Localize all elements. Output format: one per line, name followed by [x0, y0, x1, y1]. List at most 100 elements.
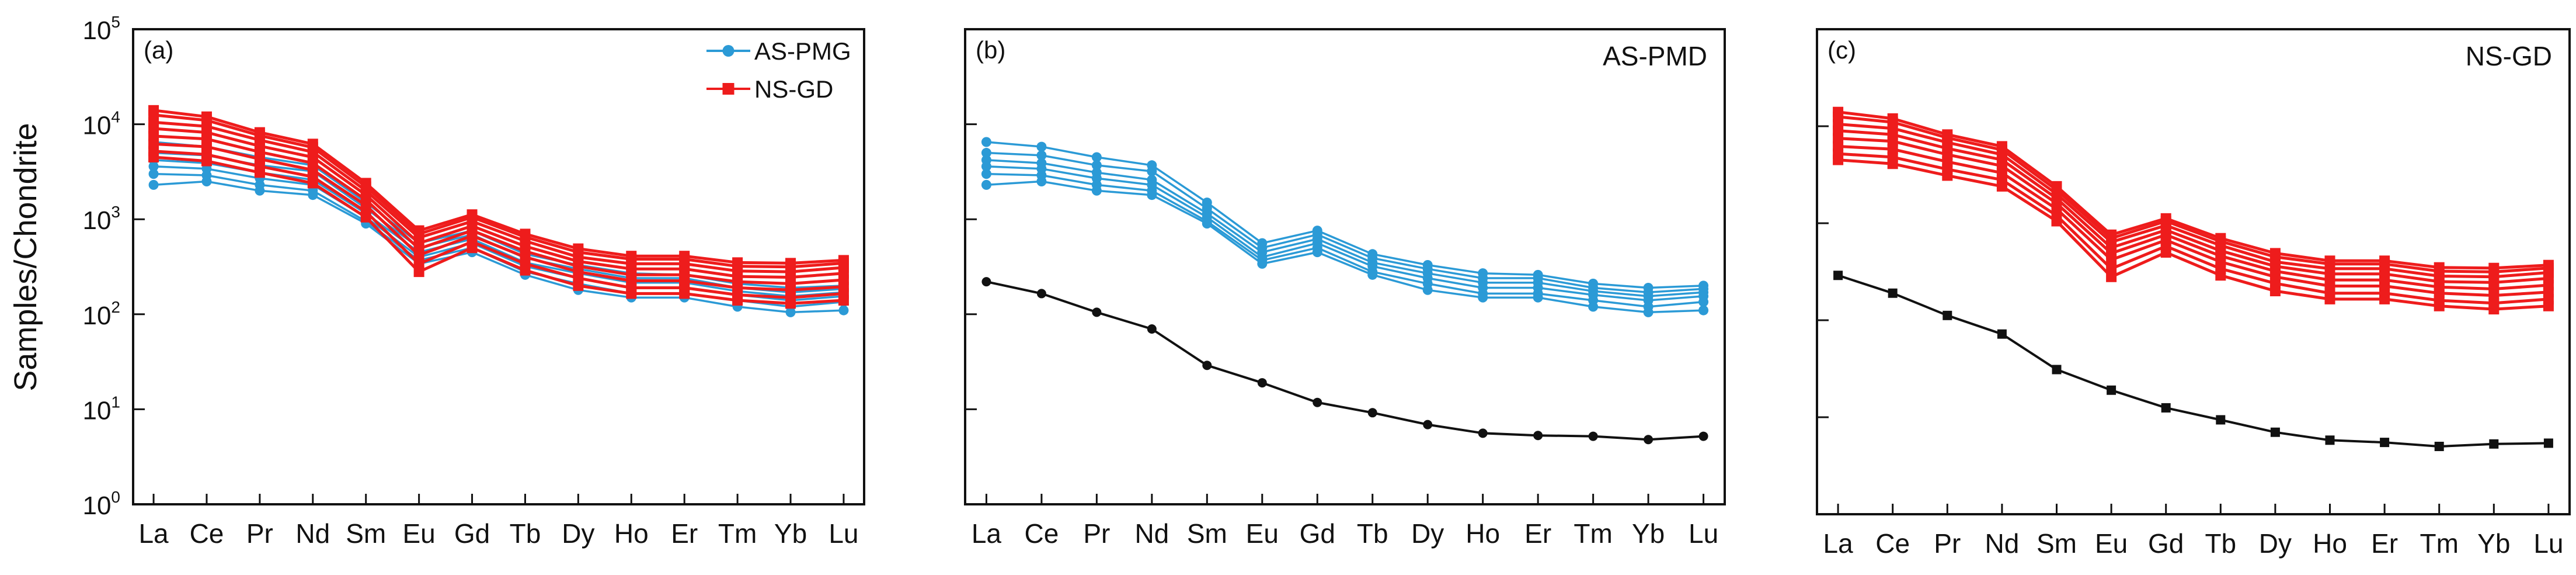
series-ns-gd	[1833, 106, 2554, 273]
x-tick-label: Er	[2371, 528, 2398, 559]
data-point	[2488, 304, 2500, 315]
data-point	[1698, 297, 1709, 307]
data-point	[785, 298, 796, 309]
panel-label: (a)	[144, 36, 173, 64]
data-point	[1202, 361, 1212, 370]
data-point	[1833, 271, 1843, 280]
data-point	[1036, 150, 1047, 161]
x-tick-label: Dy	[2259, 528, 2292, 559]
y-tick-label: 100	[82, 488, 120, 520]
x-tick-label: Gd	[454, 518, 490, 549]
x-tick-label: Eu	[2095, 528, 2128, 559]
data-point	[1698, 305, 1709, 316]
x-tick-label: Ce	[1024, 518, 1059, 549]
x-tick-label: Tb	[1357, 518, 1388, 549]
plot-frame	[132, 28, 865, 505]
data-point	[308, 190, 318, 200]
y-tick-label: 101	[82, 393, 120, 425]
series-line	[153, 150, 844, 299]
y-tick-exponent: 1	[111, 393, 120, 411]
data-point	[981, 161, 991, 172]
data-point	[413, 258, 424, 269]
data-point	[2324, 293, 2335, 304]
data-point	[1257, 378, 1267, 388]
x-tick-label: Gd	[2148, 528, 2184, 559]
data-point	[785, 307, 796, 317]
data-point	[148, 169, 159, 179]
series-line	[153, 142, 844, 292]
panel-c: La Ce Pr Nd Sm Eu Gd Tb Dy Ho Er Tm Yb Lu (c) NS-GD	[1816, 28, 2571, 559]
data-point	[981, 169, 991, 179]
y-tick-base: 10	[82, 491, 111, 520]
data-point	[1888, 288, 1898, 298]
data-point	[1092, 307, 1102, 317]
data-point	[838, 305, 849, 316]
series-line	[153, 155, 844, 305]
y-tick-label: 102	[82, 298, 120, 330]
panel-title: NS-GD	[2466, 41, 2552, 71]
data-point	[307, 178, 318, 189]
data-point	[360, 212, 371, 223]
x-tick-label: Ho	[2313, 528, 2347, 559]
data-point	[2106, 263, 2117, 274]
x-tick-label: Ho	[1465, 518, 1500, 549]
data-point	[1833, 133, 1844, 144]
series-line	[986, 159, 1704, 297]
x-tick-label: Tb	[510, 518, 541, 549]
data-point	[520, 265, 531, 276]
data-point	[2216, 415, 2226, 425]
series-ns-gd	[1833, 154, 2554, 315]
y-tick-exponent: 2	[111, 298, 120, 316]
data-point	[467, 243, 478, 254]
data-point	[838, 295, 849, 306]
data-point	[1313, 397, 1322, 407]
series-line	[986, 165, 1704, 302]
panel-b: La Ce Pr Nd Sm Eu Gd Tb Dy Ho Er Tm Yb Lu (b) AS-PMD	[964, 28, 1726, 549]
data-point	[2489, 439, 2499, 449]
series-reference	[1833, 271, 2553, 451]
x-tick-label: Lu	[1689, 518, 1718, 549]
series-line	[153, 180, 844, 314]
data-point	[2051, 216, 2062, 227]
series-line	[1837, 115, 2549, 273]
data-point	[148, 161, 159, 172]
data-point	[2325, 435, 2335, 445]
x-tick-label: Nd	[295, 518, 330, 549]
series-line	[1837, 123, 2549, 279]
y-tick-base: 10	[82, 16, 111, 45]
y-axis-label: Samples/Chondrite	[8, 123, 43, 391]
y-tick-label: 105	[82, 13, 120, 45]
data-point	[2161, 403, 2171, 413]
series-as-pmg	[981, 169, 1709, 312]
data-point	[1887, 158, 1898, 169]
x-tick-label: Dy	[562, 518, 594, 549]
data-point	[2379, 293, 2390, 304]
series-line	[1837, 110, 2549, 270]
data-point	[573, 280, 584, 291]
x-tick-label: Lu	[2533, 528, 2563, 559]
y-tick-exponent: 0	[111, 488, 120, 506]
x-tick-label: Nd	[1985, 528, 2019, 559]
data-point	[2106, 254, 2117, 265]
y-tick-exponent: 5	[111, 13, 120, 31]
series-line	[986, 180, 1704, 314]
data-point	[1367, 269, 1378, 280]
series-as-pmg	[981, 176, 1709, 317]
data-point	[1423, 420, 1433, 429]
x-tick-label: La	[138, 518, 169, 549]
data-point	[1036, 176, 1047, 186]
series-line	[986, 280, 1704, 441]
data-point	[2052, 365, 2062, 375]
data-point	[2160, 247, 2171, 258]
data-point	[2543, 438, 2553, 448]
panel-label: (c)	[1827, 36, 1856, 64]
x-tick-label: Tm	[2420, 528, 2458, 559]
x-tick-label: Yb	[1632, 518, 1665, 549]
plot-frame	[964, 28, 1726, 505]
x-tick-label: Sm	[346, 518, 386, 549]
data-point	[626, 288, 637, 299]
x-tick-label: Sm	[2037, 528, 2077, 559]
y-tick-label: 103	[82, 203, 120, 235]
